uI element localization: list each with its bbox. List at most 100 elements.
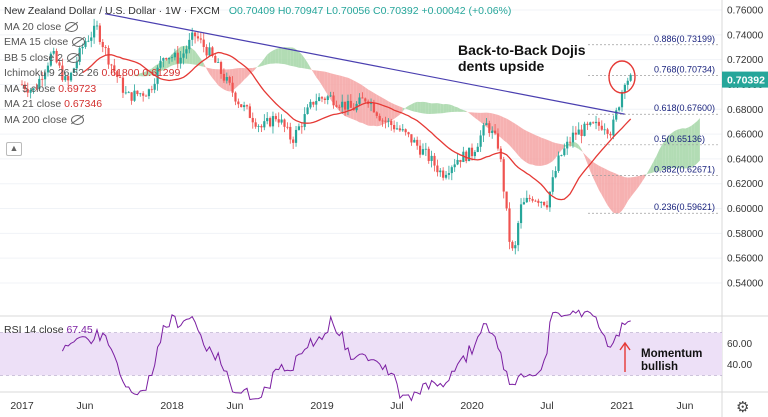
cloud-segment: [365, 87, 369, 126]
candle-body: [84, 41, 87, 47]
candle-body: [231, 82, 234, 93]
indicator-ema15[interactable]: EMA 15 close: [4, 35, 511, 51]
candle-body: [603, 129, 606, 131]
cloud-segment: [264, 54, 268, 66]
candle-body: [514, 245, 517, 249]
candle-body: [540, 201, 543, 203]
indicator-ichimoku[interactable]: Ichimoku 9 26 52 26 0.61800 0.61299: [4, 67, 181, 79]
hidden-eye-icon[interactable]: [71, 114, 85, 125]
candle-body: [436, 165, 439, 173]
candle-body: [566, 141, 569, 149]
candle-body: [156, 67, 159, 84]
cloud-segment: [558, 143, 562, 155]
candle-body: [597, 121, 601, 126]
candle-body: [462, 151, 465, 163]
candle-body: [43, 72, 47, 80]
cloud-segment: [639, 175, 643, 186]
candle-body: [427, 148, 430, 161]
cloud-segment: [544, 138, 547, 166]
candle-body: [361, 97, 364, 99]
cloud-segment: [624, 177, 628, 207]
candle-body: [528, 197, 531, 199]
hidden-eye-icon[interactable]: [72, 37, 86, 48]
gear-icon[interactable]: ⚙: [736, 399, 750, 416]
hidden-eye-icon[interactable]: [66, 52, 80, 63]
cloud-segment: [570, 141, 573, 147]
cloud-segment: [492, 113, 496, 134]
cloud-segment: [316, 70, 320, 81]
indicator-ma21[interactable]: MA 21 close 0.67346: [4, 98, 103, 110]
candle-body: [522, 202, 526, 205]
candle-body: [519, 204, 523, 224]
cloud-segment: [469, 112, 472, 116]
cloud-segment: [287, 47, 291, 66]
candle-body: [517, 223, 520, 246]
cloud-segment: [460, 108, 464, 112]
candle-body: [55, 50, 58, 63]
candle-body: [626, 80, 629, 85]
candle-body: [29, 90, 32, 93]
candle-body: [557, 155, 560, 172]
cloud-segment: [572, 141, 576, 148]
cloud-segment: [601, 167, 605, 201]
cloud-segment: [284, 47, 288, 65]
indicator-ma200[interactable]: MA 200 close: [4, 113, 511, 129]
candle-body: [153, 83, 156, 90]
cloud-segment: [189, 46, 193, 65]
candle-body: [468, 147, 471, 162]
cloud-segment: [549, 140, 553, 163]
indicator-bb[interactable]: BB 5 close 2: [4, 51, 511, 67]
cloud-segment: [322, 71, 325, 91]
candle-body: [618, 107, 621, 111]
candle-body: [38, 78, 41, 89]
cloud-segment: [659, 144, 663, 172]
candle-body: [390, 120, 393, 125]
hidden-eye-icon[interactable]: [65, 21, 79, 32]
ohlc-values: O0.70409 H0.70947 L0.70056 C0.70392 +0.0…: [228, 5, 512, 17]
cloud-segment: [627, 177, 631, 202]
indicator-ma5[interactable]: MA 5 close 0.69723: [4, 82, 97, 95]
candle-body: [418, 145, 422, 155]
cloud-segment: [417, 101, 421, 113]
fib-label: 0.768(0.70734): [654, 64, 715, 74]
cloud-segment: [252, 67, 256, 72]
candle-body: [381, 120, 384, 122]
symbol-row: New Zealand Dollar / U.S. Dollar · 1W · …: [4, 4, 511, 20]
candle-body: [277, 119, 280, 123]
cloud-segment: [215, 69, 219, 86]
cloud-segment: [270, 50, 273, 64]
candle-body: [346, 100, 350, 110]
candle-body: [52, 50, 55, 54]
candle-body: [170, 57, 174, 59]
candle-body: [61, 65, 64, 81]
symbol-title[interactable]: New Zealand Dollar / U.S. Dollar · 1W · …: [4, 5, 220, 17]
candle-body: [95, 25, 99, 27]
candle-body: [101, 41, 104, 48]
candle-body: [476, 146, 479, 152]
candle-body: [459, 159, 462, 163]
collapse-legend-button[interactable]: ▲: [6, 142, 22, 156]
candle-body: [375, 112, 378, 116]
cloud-segment: [584, 154, 588, 164]
indicator-ma20[interactable]: MA 20 close: [4, 20, 511, 36]
rsi-legend[interactable]: RSI 14 close 67.45: [4, 324, 93, 336]
candle-body: [488, 123, 491, 134]
candle-body: [315, 100, 318, 105]
candle-body: [283, 119, 286, 127]
candle-body: [580, 129, 583, 136]
price-tick-label: 0.60000: [727, 204, 764, 215]
cloud-segment: [590, 159, 594, 178]
cloud-segment: [235, 68, 239, 89]
candle-body: [72, 68, 76, 73]
cloud-segment: [448, 104, 452, 113]
cloud-segment: [518, 125, 522, 159]
cloud-segment: [555, 143, 559, 158]
cloud-segment: [538, 136, 542, 166]
candle-body: [450, 167, 453, 174]
fib-label: 0.236(0.59621): [654, 202, 715, 212]
cloud-segment: [319, 70, 322, 86]
candle-body: [289, 126, 292, 140]
candle-body: [600, 125, 603, 130]
